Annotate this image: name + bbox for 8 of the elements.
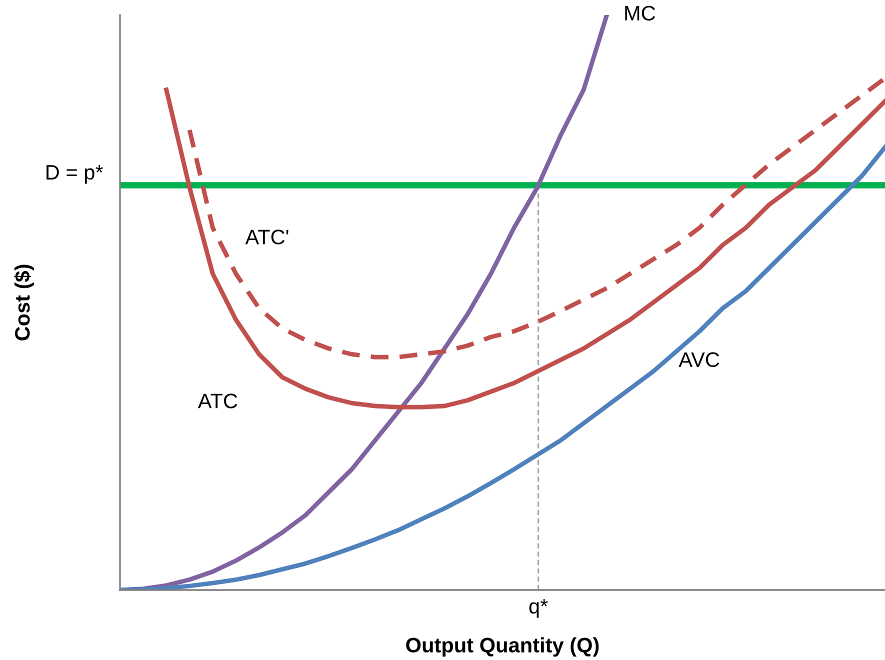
y-axis-title: Cost ($)	[14, 264, 34, 340]
series-label: ATC'	[245, 230, 288, 244]
text: ATC	[198, 394, 238, 408]
x-axis-title: Output Quantity (Q)	[406, 637, 599, 657]
ref-line-label: D = p*	[46, 165, 104, 184]
series-label: AVC	[678, 352, 720, 368]
series-label: MC	[625, 6, 656, 21]
text: q*	[529, 599, 548, 618]
